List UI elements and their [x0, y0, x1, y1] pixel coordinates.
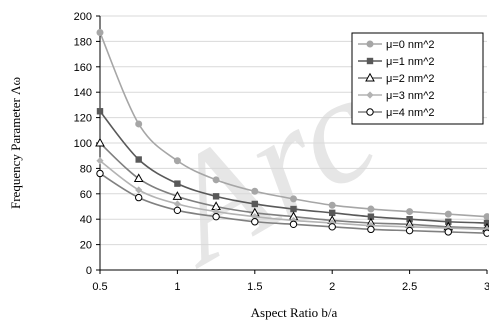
y-tick-label: 40 [80, 214, 92, 226]
data-point [328, 223, 336, 231]
legend-item: μ=2 nm^2 [358, 72, 435, 85]
data-point [251, 213, 259, 221]
legend-item: μ=1 nm^2 [358, 56, 435, 68]
data-point [290, 195, 297, 203]
legend-marker [366, 40, 374, 48]
y-tick-label: 80 [80, 163, 92, 175]
x-tick-label: 2 [329, 281, 335, 293]
data-point [444, 210, 452, 218]
data-point [96, 108, 104, 115]
data-point [173, 200, 181, 208]
legend-marker [366, 108, 374, 116]
data-point [251, 187, 259, 195]
data-point [406, 208, 414, 216]
data-point [95, 137, 105, 147]
data-point [406, 223, 414, 231]
series-3 [96, 157, 489, 233]
data-point [483, 213, 489, 221]
legend-label: μ=4 nm^2 [386, 107, 435, 119]
legend-label: μ=2 nm^2 [386, 73, 435, 85]
data-point [328, 201, 336, 209]
legend-item: μ=0 nm^2 [358, 39, 435, 51]
data-point [483, 219, 489, 227]
series-0 [96, 29, 489, 221]
y-tick-label: 0 [86, 265, 92, 277]
y-tick-label: 120 [74, 113, 92, 125]
x-tick-label: 0.5 [92, 281, 107, 293]
data-point [212, 176, 220, 184]
data-point [329, 209, 336, 217]
y-tick-label: 200 [74, 11, 92, 23]
data-point [367, 213, 375, 220]
data-point [135, 186, 143, 194]
data-point [135, 156, 142, 163]
data-point [251, 200, 258, 208]
data-point [96, 157, 104, 165]
data-point [251, 218, 259, 226]
legend-item: μ=3 nm^2 [358, 90, 435, 102]
data-point [212, 207, 220, 216]
y-tick-label: 20 [80, 240, 92, 252]
x-tick-label: 1.5 [247, 281, 262, 293]
y-tick-label: 100 [74, 138, 92, 150]
legend-label: μ=1 nm^2 [386, 56, 435, 68]
data-point [173, 206, 182, 215]
legend-label: μ=0 nm^2 [386, 39, 435, 51]
y-axis-title: Frequency Parameter Λω [8, 77, 23, 209]
x-tick-label: 3 [484, 281, 489, 293]
series-layer [95, 29, 489, 237]
x-axis-title: Aspect Ratio b/a [251, 305, 338, 320]
data-point [367, 221, 375, 230]
data-point [172, 191, 183, 200]
data-point [444, 228, 452, 236]
data-point [212, 212, 220, 221]
legend: μ=0 nm^2 μ=1 nm^2 μ=2 nm^2 μ=3 nm^2 μ=4 nm^2 [351, 32, 484, 125]
y-tick-label: 180 [74, 36, 92, 48]
data-point [133, 173, 144, 183]
legend-label: μ=3 nm^2 [386, 90, 435, 102]
y-tick-label: 140 [74, 87, 92, 99]
x-tick-label: 1 [174, 281, 180, 293]
data-point [135, 193, 143, 202]
data-point [173, 157, 181, 165]
data-point [96, 169, 104, 178]
legend-marker [366, 91, 374, 99]
data-point [96, 29, 104, 37]
y-tick-label: 160 [74, 62, 92, 74]
x-tick-label: 2.5 [402, 281, 417, 293]
data-point [212, 193, 220, 200]
legend-item: μ=4 nm^2 [358, 107, 435, 119]
data-point [290, 205, 297, 213]
legend-marker [366, 57, 374, 65]
series-4 [96, 169, 489, 237]
legend-marker [365, 72, 375, 82]
data-point [367, 225, 375, 234]
y-tick-label: 60 [80, 189, 92, 201]
data-point [135, 120, 143, 128]
tick-labels: 0 20 40 60 80 100 120 140 160 180 200 0.5 1 1.5 2 2.5 3 [74, 11, 489, 293]
data-point [289, 220, 298, 228]
data-point [405, 226, 414, 235]
data-point [483, 229, 489, 237]
data-point [367, 205, 375, 213]
data-point [174, 180, 181, 187]
